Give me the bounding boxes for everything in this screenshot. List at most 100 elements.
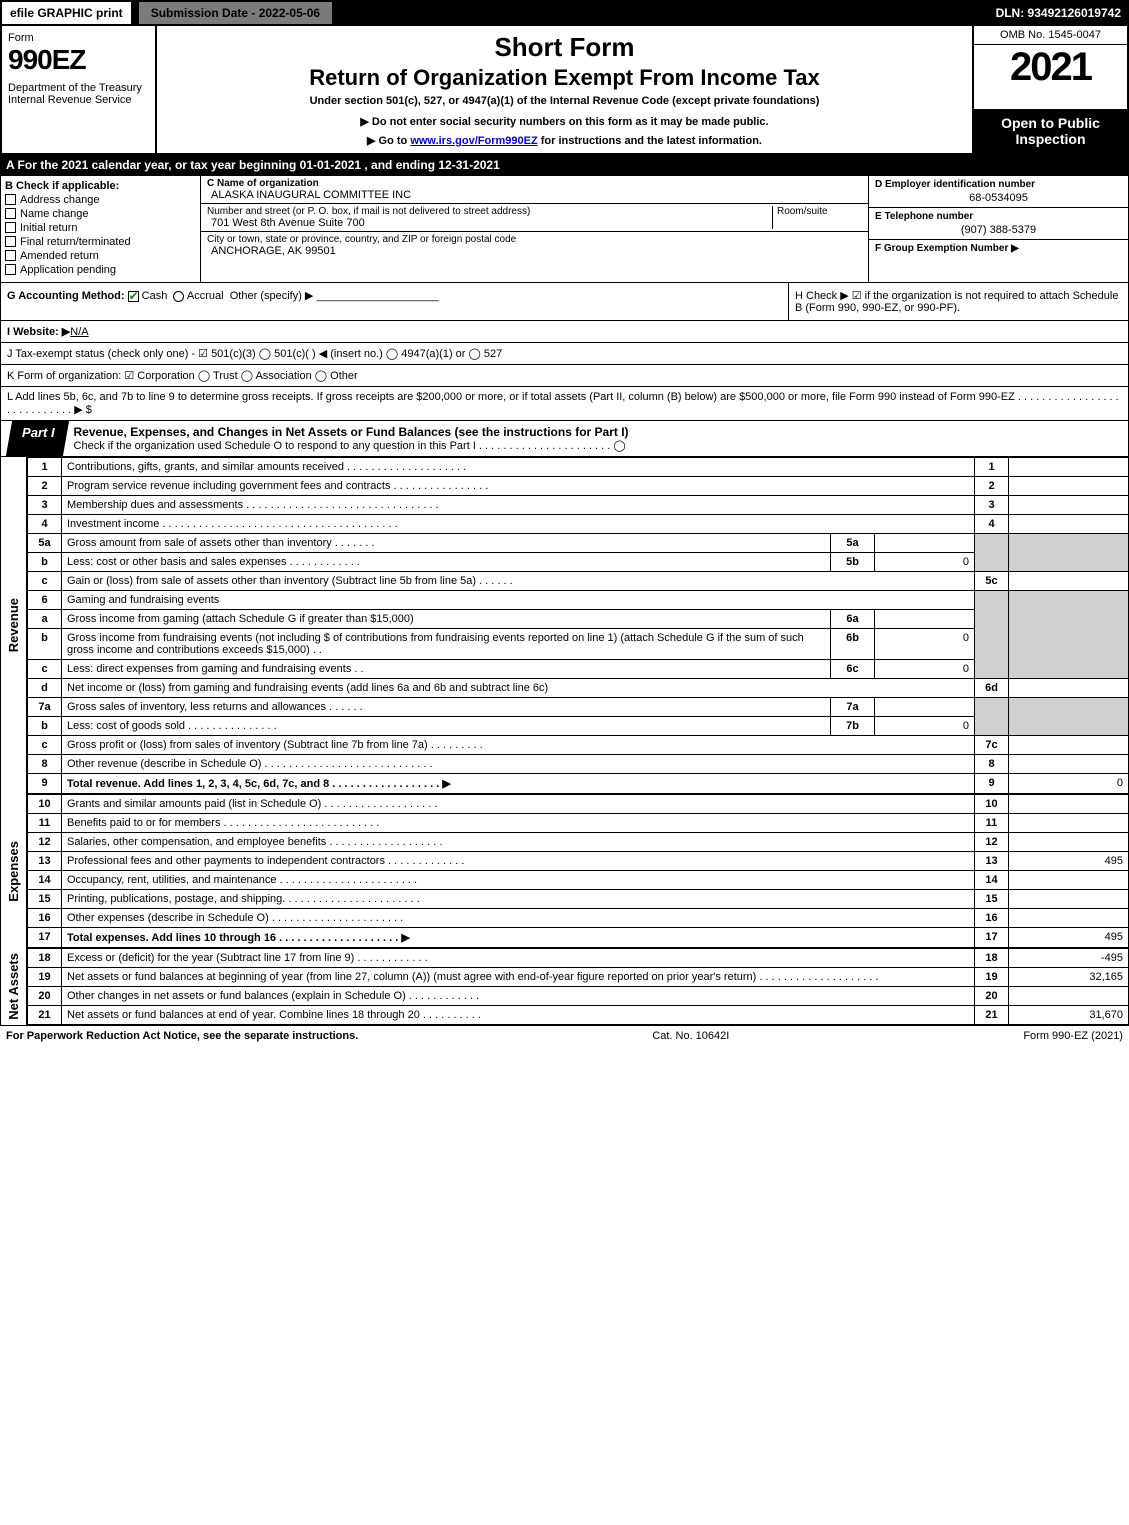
checkbox-cash[interactable]	[128, 291, 139, 302]
line-desc: Salaries, other compensation, and employ…	[62, 833, 975, 852]
line-val	[1009, 795, 1129, 814]
line-val	[1009, 833, 1129, 852]
line-desc: Excess or (deficit) for the year (Subtra…	[62, 949, 975, 968]
line-rnum: 13	[975, 852, 1009, 871]
line-num: d	[28, 679, 62, 698]
checkbox-name-change[interactable]	[5, 208, 16, 219]
line-num: 14	[28, 871, 62, 890]
radio-accrual[interactable]	[173, 291, 184, 302]
sub-val	[875, 610, 975, 629]
line-val	[1009, 496, 1129, 515]
line-num: 15	[28, 890, 62, 909]
sub-num: 6b	[831, 629, 875, 660]
submission-date-label: Submission Date - 2022-05-06	[137, 0, 334, 26]
shade-cell	[1009, 698, 1129, 736]
line-desc: Grants and similar amounts paid (list in…	[62, 795, 975, 814]
line-num: 9	[28, 774, 62, 794]
ein-value: 68-0534095	[875, 192, 1122, 204]
i-label: I Website: ▶	[7, 326, 70, 338]
expenses-section: Expenses 10Grants and similar amounts pa…	[0, 794, 1129, 948]
telephone-value: (907) 388-5379	[875, 224, 1122, 236]
shade-cell	[975, 534, 1009, 572]
top-bar: efile GRAPHIC print Submission Date - 20…	[0, 0, 1129, 26]
line-num: 5a	[28, 534, 62, 553]
city-state-zip: ANCHORAGE, AK 99501	[211, 245, 862, 257]
checkbox-label: Application pending	[20, 264, 116, 276]
sub-val: 0	[875, 717, 975, 736]
shade-cell	[1009, 591, 1129, 679]
line-val	[1009, 871, 1129, 890]
line-num: 18	[28, 949, 62, 968]
line-desc: Printing, publications, postage, and shi…	[62, 890, 975, 909]
line-num: 20	[28, 987, 62, 1006]
line-rnum: 19	[975, 968, 1009, 987]
city-label: City or town, state or province, country…	[207, 234, 862, 245]
line-desc: Net income or (loss) from gaming and fun…	[62, 679, 975, 698]
part-1-tab: Part I	[6, 421, 69, 456]
line-num: 12	[28, 833, 62, 852]
part-1-header: Part I Revenue, Expenses, and Changes in…	[0, 421, 1129, 457]
net-assets-table: 18Excess or (deficit) for the year (Subt…	[27, 948, 1129, 1025]
line-val	[1009, 458, 1129, 477]
line-desc: Occupancy, rent, utilities, and maintena…	[62, 871, 975, 890]
line-rnum: 17	[975, 928, 1009, 948]
line-desc: Gross income from fundraising events (no…	[62, 629, 831, 660]
section-b-through-f: B Check if applicable: Address change Na…	[0, 175, 1129, 283]
checkbox-label: Name change	[20, 208, 89, 220]
checkbox-label: Amended return	[20, 250, 99, 262]
header-left: Form 990EZ Department of the Treasury In…	[2, 26, 157, 153]
checkbox-amended-return[interactable]	[5, 250, 16, 261]
line-desc: Gross profit or (loss) from sales of inv…	[62, 736, 975, 755]
open-to-public-badge: Open to Public Inspection	[974, 109, 1127, 153]
omb-number: OMB No. 1545-0047	[974, 26, 1127, 45]
line-desc: Other changes in net assets or fund bala…	[62, 987, 975, 1006]
efile-print-label[interactable]: efile GRAPHIC print	[0, 0, 133, 26]
line-num: c	[28, 660, 62, 679]
line-desc: Net assets or fund balances at beginning…	[62, 968, 975, 987]
sub-val: 0	[875, 660, 975, 679]
part-1-title: Revenue, Expenses, and Changes in Net As…	[66, 421, 1128, 456]
line-num: 21	[28, 1006, 62, 1025]
line-num: 11	[28, 814, 62, 833]
section-b-title: B Check if applicable:	[5, 180, 196, 192]
line-rnum: 9	[975, 774, 1009, 794]
line-rnum: 6d	[975, 679, 1009, 698]
line-desc: Total revenue. Add lines 1, 2, 3, 4, 5c,…	[62, 774, 975, 794]
line-rnum: 1	[975, 458, 1009, 477]
street-address: 701 West 8th Avenue Suite 700	[211, 217, 772, 229]
irs-link[interactable]: www.irs.gov/Form990EZ	[410, 135, 537, 147]
line-rnum: 18	[975, 949, 1009, 968]
under-section-text: Under section 501(c), 527, or 4947(a)(1)…	[167, 95, 962, 107]
goto-text: ▶ Go to www.irs.gov/Form990EZ for instru…	[167, 134, 962, 147]
short-form-title: Short Form	[167, 32, 962, 63]
checkbox-address-change[interactable]	[5, 194, 16, 205]
checkbox-label: Initial return	[20, 222, 77, 234]
row-a-tax-year: A For the 2021 calendar year, or tax yea…	[0, 155, 1129, 175]
line-num: 13	[28, 852, 62, 871]
line-rnum: 8	[975, 755, 1009, 774]
line-num: 4	[28, 515, 62, 534]
line-rnum: 2	[975, 477, 1009, 496]
line-rnum: 16	[975, 909, 1009, 928]
line-rnum: 4	[975, 515, 1009, 534]
checkbox-application-pending[interactable]	[5, 264, 16, 275]
checkbox-initial-return[interactable]	[5, 222, 16, 233]
ssn-note: ▶ Do not enter social security numbers o…	[167, 115, 962, 128]
line-num: b	[28, 553, 62, 572]
checkbox-label: Address change	[20, 194, 100, 206]
line-val	[1009, 890, 1129, 909]
line-desc: Gross income from gaming (attach Schedul…	[62, 610, 831, 629]
line-desc: Gaming and fundraising events	[62, 591, 975, 610]
row-g-h: G Accounting Method: Cash Accrual Other …	[0, 283, 1129, 321]
goto-post: for instructions and the latest informat…	[538, 135, 762, 147]
line-val: 32,165	[1009, 968, 1129, 987]
part-1-subtitle: Check if the organization used Schedule …	[74, 439, 1120, 452]
header-center: Short Form Return of Organization Exempt…	[157, 26, 972, 153]
sub-val: 0	[875, 553, 975, 572]
form-header: Form 990EZ Department of the Treasury In…	[0, 26, 1129, 155]
checkbox-final-return[interactable]	[5, 236, 16, 247]
checkbox-label: Final return/terminated	[20, 236, 131, 248]
page-footer: For Paperwork Reduction Act Notice, see …	[0, 1025, 1129, 1046]
line-num: 1	[28, 458, 62, 477]
sub-num: 5a	[831, 534, 875, 553]
